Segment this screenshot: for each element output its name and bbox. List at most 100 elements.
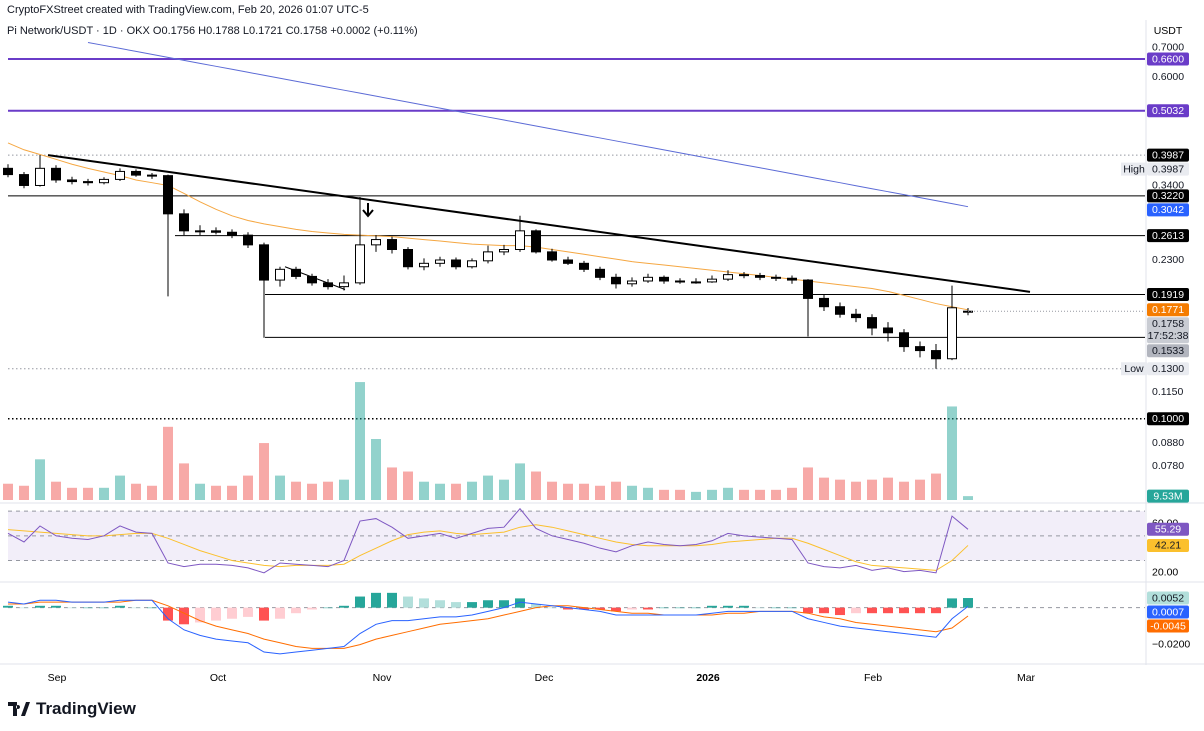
candle-body <box>227 231 237 236</box>
candle-body <box>883 327 893 334</box>
macd-histogram <box>51 605 61 608</box>
price-tag-label: 0.1000 <box>1152 413 1184 425</box>
rsi-line <box>7 507 969 574</box>
macd-histogram <box>435 600 445 608</box>
macd-histogram <box>819 607 829 614</box>
macd-histogram <box>531 603 541 608</box>
candle-body <box>627 280 637 285</box>
candle-body <box>675 280 685 283</box>
candle-body <box>707 278 717 283</box>
candle-body <box>259 244 269 281</box>
price-tag-label: 0.0007 <box>1152 606 1184 618</box>
macd-histogram <box>851 607 861 614</box>
candle-body <box>531 230 541 253</box>
volume-bar <box>115 475 125 500</box>
candle-body <box>435 259 445 264</box>
macd-histogram <box>275 607 285 619</box>
y-tick-label: 0.2300 <box>1152 254 1184 266</box>
price-tag-label: 0.1300 <box>1152 363 1184 375</box>
ohlc-value: 0.1788 <box>206 25 240 37</box>
candle-body <box>211 230 221 233</box>
volume-bar <box>899 481 909 500</box>
macd-histogram <box>867 607 877 614</box>
macd-histogram <box>723 605 733 608</box>
candle-body <box>611 276 621 285</box>
volume-bar <box>611 481 621 500</box>
volume-bar <box>835 479 845 500</box>
candle-body <box>291 268 301 277</box>
price-tag <box>1147 229 1189 243</box>
macd-histogram <box>707 605 717 608</box>
candle-body <box>307 275 317 284</box>
macd-histogram <box>467 602 477 608</box>
chart: USDT 0.7000 0.6000 0.3400 0.2300 0.1150 0.088… <box>0 20 1204 684</box>
candle-body <box>563 259 573 264</box>
macd-histogram <box>963 598 973 608</box>
macd-histogram <box>67 607 77 609</box>
price-tag-label: 9.53M <box>1153 490 1182 502</box>
candle-body <box>499 249 509 253</box>
macd-histogram <box>115 605 125 608</box>
price-tag-label: 0.5032 <box>1152 105 1184 117</box>
candle-body <box>19 174 29 186</box>
volume-bar <box>675 489 685 500</box>
candle-body <box>419 262 429 268</box>
candle-body <box>915 346 925 352</box>
price-tag <box>1147 538 1189 552</box>
candle-body <box>99 178 109 184</box>
macd-histogram <box>451 602 461 608</box>
volume-bar <box>707 489 717 500</box>
volume-bar <box>915 479 925 500</box>
candle-body <box>547 251 557 261</box>
volume-bar <box>819 477 829 500</box>
macd-histogram <box>579 607 589 610</box>
price-tag-label: 0.3042 <box>1152 204 1184 216</box>
candle-body <box>595 268 605 278</box>
candle-body <box>803 279 813 299</box>
volume-bar <box>691 491 701 500</box>
candle-body <box>643 276 653 282</box>
macd-histogram <box>739 605 749 608</box>
price-tag <box>1147 344 1189 358</box>
price-tag <box>1147 489 1189 503</box>
macd-histogram <box>483 600 493 608</box>
macd-histogram <box>947 598 957 608</box>
volume-bar <box>563 483 573 500</box>
volume-bar <box>963 496 973 500</box>
macd-histogram <box>787 607 797 609</box>
volume-bar <box>499 479 509 500</box>
candle-body <box>739 274 749 277</box>
credit: CryptoFXStreet created with TradingView.… <box>7 4 369 16</box>
macd-histogram <box>515 598 525 608</box>
change: +0.0002 (+0.11%) <box>330 25 418 37</box>
volume-bar <box>531 471 541 500</box>
symbol: Pi Network/USDT · 1D · OKX <box>7 25 150 37</box>
volume-bar <box>579 483 589 500</box>
price-tag-label: 42.21 <box>1155 540 1181 552</box>
tag-prefix: Low <box>1124 363 1144 375</box>
candle-body <box>371 239 381 246</box>
moving-average <box>87 41 969 208</box>
y-tick-label: 0.1150 <box>1152 386 1183 398</box>
volume-bar <box>947 406 957 500</box>
volume-bar <box>467 481 477 500</box>
macd-histogram <box>659 607 669 609</box>
macd-histogram <box>291 607 301 614</box>
candle-body <box>771 276 781 279</box>
x-tick-label: Nov <box>373 672 392 684</box>
macd-histogram <box>163 607 173 621</box>
x-tick-label: Mar <box>1017 672 1036 684</box>
y-tick-label: 0.0780 <box>1152 460 1184 472</box>
volume-bar <box>627 485 637 500</box>
y-tick-label: 0.6000 <box>1152 71 1184 83</box>
brand-logo <box>8 702 30 716</box>
volume-bar <box>787 487 797 500</box>
volume-bar <box>547 481 557 500</box>
countdown: 17:52:38 <box>1148 330 1189 342</box>
candle-body <box>51 167 61 181</box>
price-tag <box>1147 362 1189 376</box>
price-tag-label: 0.0052 <box>1152 592 1184 604</box>
candle-body <box>659 276 669 282</box>
macd-histogram <box>899 607 909 614</box>
